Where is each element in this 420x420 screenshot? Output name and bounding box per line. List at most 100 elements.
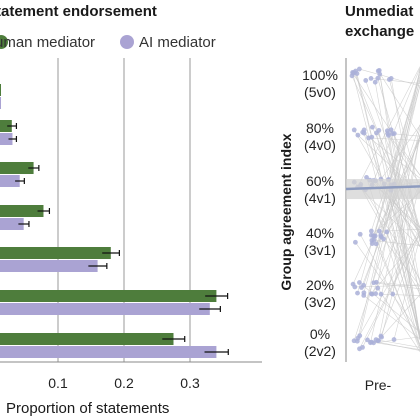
x-tick-labels: 0.1 0.2 0.3	[48, 375, 200, 391]
mean-line	[345, 185, 420, 191]
paired-line	[356, 73, 420, 341]
group-dot	[379, 334, 384, 340]
x-tick-label-pre: Pre-	[365, 377, 392, 393]
bars	[0, 84, 217, 358]
group-dot	[369, 241, 375, 246]
group-dot	[376, 127, 382, 133]
bar-human	[0, 84, 1, 96]
paired-line	[377, 288, 420, 352]
paired-line	[359, 186, 420, 294]
group-dot	[355, 290, 360, 296]
group-dot	[360, 129, 366, 135]
paired-line	[359, 234, 420, 345]
y-tick-sublabel: (4v1)	[304, 190, 336, 206]
paired-line	[390, 129, 420, 284]
y-tick-label: 20%	[306, 277, 334, 293]
paired-line	[372, 235, 420, 348]
x-tick-label: 0.1	[48, 375, 68, 391]
paired-line	[378, 134, 420, 341]
group-dot	[388, 127, 394, 133]
group-dot	[369, 134, 375, 140]
group-dot	[375, 285, 381, 291]
bar-ai	[0, 175, 20, 187]
group-dot	[351, 127, 357, 133]
paired-line	[376, 282, 420, 287]
bar-ai	[0, 303, 210, 315]
paired-line	[371, 67, 420, 185]
y-tick-label: 40%	[306, 225, 334, 241]
paired-line	[376, 132, 420, 340]
bar-ai	[0, 133, 13, 145]
group-dot	[371, 233, 377, 239]
group-dot	[376, 338, 381, 344]
paired-line	[376, 339, 420, 348]
group-dot	[357, 231, 363, 237]
legend-label-human: uman mediator	[0, 34, 95, 51]
paired-line	[355, 242, 420, 334]
agreement-title-line1: Unmediat	[345, 3, 413, 20]
y-tick-label: 100%	[302, 67, 338, 83]
group-dot	[355, 335, 361, 341]
paired-line	[363, 295, 420, 340]
y-tick-label: 60%	[306, 173, 334, 189]
confidence-band	[346, 179, 420, 200]
paired-line	[380, 125, 420, 180]
paired-line	[366, 177, 420, 347]
y-tick-sublabel: (2v2)	[304, 343, 336, 359]
group-dot	[368, 228, 374, 234]
group-dot	[369, 124, 375, 130]
y-tick-sublabel: (5v0)	[304, 84, 336, 100]
y-tick-label: 80%	[306, 120, 334, 136]
paired-lines	[351, 66, 420, 352]
group-dot	[391, 337, 397, 342]
paired-line	[352, 72, 420, 339]
paired-line	[363, 133, 420, 347]
paired-line	[374, 82, 420, 340]
bar-ai	[0, 218, 24, 230]
group-dot	[364, 174, 369, 180]
group-dot	[365, 337, 370, 343]
paired-line	[357, 66, 420, 188]
bar-human	[0, 205, 44, 217]
mean-trend	[345, 179, 420, 200]
group-dot	[378, 233, 384, 238]
group-dot	[373, 291, 379, 297]
paired-line	[377, 70, 420, 137]
group-dot	[375, 75, 381, 81]
bar-ai	[0, 346, 217, 358]
paired-line	[354, 284, 420, 288]
paired-line	[377, 294, 420, 341]
bar-chart-title: tatement endorsement	[0, 3, 157, 20]
paired-line	[387, 133, 420, 176]
agreement-title-line2: exchange	[345, 23, 414, 40]
group-dot	[391, 131, 397, 136]
paired-line	[371, 235, 420, 294]
group-dot	[361, 292, 367, 298]
group-dot	[388, 76, 394, 81]
bar-chart-panel: tatement endorsement uman mediator AI me…	[0, 3, 262, 417]
paired-line	[368, 137, 420, 141]
bar-human	[0, 333, 174, 345]
y-axis-label: Group agreement index	[278, 133, 294, 290]
group-dot	[377, 228, 382, 234]
group-dot	[354, 71, 360, 76]
group-dot	[352, 239, 358, 245]
paired-line	[362, 231, 420, 348]
paired-line	[392, 133, 420, 137]
x-axis-label: Proportion of statements	[6, 400, 169, 417]
group-dot	[352, 284, 358, 290]
paired-line	[352, 73, 420, 176]
paired-line	[373, 336, 420, 344]
y-tick-sublabel: (3v1)	[304, 242, 336, 258]
paired-line	[374, 235, 420, 351]
legend-label-ai: AI mediator	[139, 34, 216, 51]
group-dot	[373, 241, 379, 247]
gridlines	[57, 58, 191, 362]
bar-human	[0, 290, 217, 302]
group-dot	[385, 131, 391, 136]
legend-swatch-ai	[120, 35, 134, 49]
legend: uman mediator AI mediator	[0, 34, 216, 51]
y-tick-sublabel: (3v2)	[304, 294, 336, 310]
agreement-panel: Unmediat exchange Group agreement index …	[278, 3, 420, 393]
